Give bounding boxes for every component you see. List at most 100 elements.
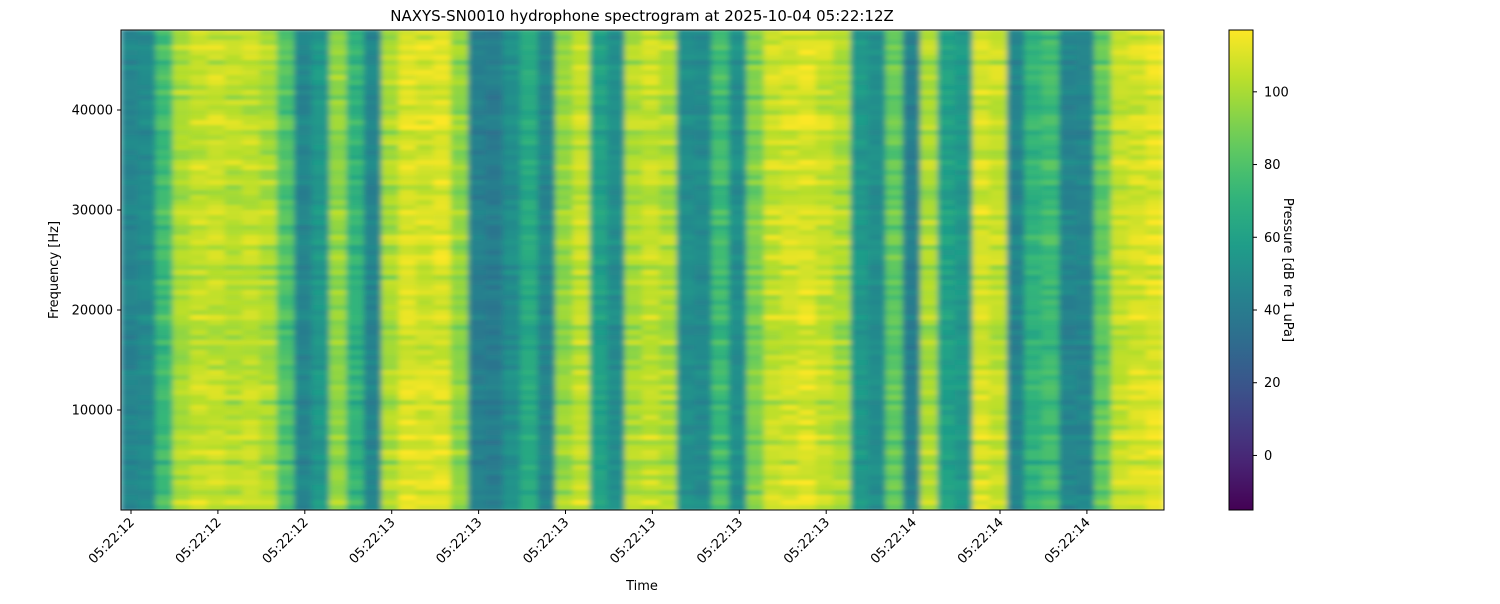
heatmap-cell (537, 55, 557, 61)
heatmap-cell (502, 105, 522, 111)
heatmap-cell (520, 365, 539, 371)
heatmap-cell (781, 155, 800, 161)
heatmap-cell (398, 40, 417, 46)
heatmap-cell (1007, 185, 1026, 191)
heatmap-cell (833, 455, 852, 461)
heatmap-cell (450, 315, 470, 321)
heatmap-cell (815, 385, 835, 391)
heatmap-cell (346, 85, 365, 91)
heatmap-cell (589, 50, 609, 56)
heatmap-cell (190, 430, 209, 436)
heatmap-cell (520, 390, 539, 396)
heatmap-cell (954, 105, 974, 111)
heatmap-cell (833, 225, 852, 231)
heatmap-cell (676, 155, 696, 161)
heatmap-cell (520, 245, 539, 251)
heatmap-cell (363, 420, 383, 426)
heatmap-cell (989, 450, 1009, 456)
heatmap-cell (329, 155, 348, 161)
heatmap-cell (398, 330, 417, 336)
heatmap-cell (121, 485, 139, 491)
heatmap-cell (798, 50, 817, 56)
heatmap-cell (763, 285, 783, 291)
heatmap-cell (989, 135, 1009, 141)
heatmap-column (694, 30, 713, 510)
heatmap-cell (381, 325, 400, 331)
heatmap-cell (572, 340, 591, 346)
heatmap-cell (798, 405, 817, 411)
heatmap-cell (155, 40, 174, 46)
heatmap-cell (572, 285, 591, 291)
heatmap-cell (555, 95, 574, 101)
heatmap-cell (728, 130, 748, 136)
heatmap-cell (972, 280, 991, 286)
heatmap-cell (920, 55, 939, 61)
heatmap-cell (850, 390, 869, 396)
heatmap-cell (172, 120, 192, 126)
heatmap-cell (485, 375, 504, 381)
heatmap-cell (972, 435, 991, 441)
heatmap-cell (398, 100, 417, 106)
heatmap-cell (259, 360, 278, 366)
heatmap-cell (346, 320, 365, 326)
heatmap-cell (311, 245, 331, 251)
heatmap-cell (137, 500, 157, 506)
heatmap-cell (381, 110, 400, 116)
heatmap-cell (398, 305, 417, 311)
heatmap-cell (902, 420, 922, 426)
heatmap-cell (746, 230, 765, 236)
heatmap-cell (624, 225, 643, 231)
heatmap-cell (972, 455, 991, 461)
heatmap-cell (728, 315, 748, 321)
heatmap-cell (502, 210, 522, 216)
heatmap-cell (624, 55, 643, 61)
heatmap-cell (242, 245, 261, 251)
heatmap-cell (763, 60, 783, 66)
heatmap-cell (833, 410, 852, 416)
heatmap-cell (259, 230, 278, 236)
heatmap-cell (937, 285, 956, 291)
heatmap-cell (937, 110, 956, 116)
heatmap-cell (868, 320, 887, 326)
heatmap-cell (207, 150, 226, 156)
heatmap-cell (329, 185, 348, 191)
heatmap-cell (520, 210, 539, 216)
heatmap-cell (902, 405, 922, 411)
heatmap-cell (311, 480, 331, 486)
heatmap-cell (868, 335, 887, 341)
heatmap-cell (398, 270, 417, 276)
heatmap-cell (363, 200, 383, 206)
heatmap-cell (311, 140, 331, 146)
heatmap-cell (329, 200, 348, 206)
heatmap-cell (294, 205, 313, 211)
heatmap-cell (433, 380, 452, 386)
heatmap-cell (781, 120, 800, 126)
heatmap-cell (121, 500, 139, 506)
heatmap-cell (537, 225, 557, 231)
heatmap-cell (468, 150, 487, 156)
heatmap-cell (329, 125, 348, 131)
heatmap-cell (850, 405, 869, 411)
heatmap-cell (833, 300, 852, 306)
heatmap-cell (624, 65, 643, 71)
heatmap-cell (468, 80, 487, 86)
heatmap-cell (398, 150, 417, 156)
heatmap-cell (659, 85, 678, 91)
heatmap-cell (798, 205, 817, 211)
heatmap-cell (972, 145, 991, 151)
heatmap-cell (589, 370, 609, 376)
heatmap-cell (781, 385, 800, 391)
heatmap-cell (450, 225, 470, 231)
heatmap-cell (520, 30, 539, 36)
heatmap-cell (311, 485, 331, 491)
heatmap-cell (989, 270, 1009, 276)
heatmap-cell (589, 130, 609, 136)
heatmap-cell (728, 65, 748, 71)
heatmap-cell (207, 225, 226, 231)
heatmap-cell (224, 415, 244, 421)
heatmap-cell (868, 465, 887, 471)
heatmap-cell (207, 280, 226, 286)
heatmap-cell (502, 485, 522, 491)
heatmap-column (989, 30, 1009, 510)
heatmap-cell (137, 505, 157, 510)
